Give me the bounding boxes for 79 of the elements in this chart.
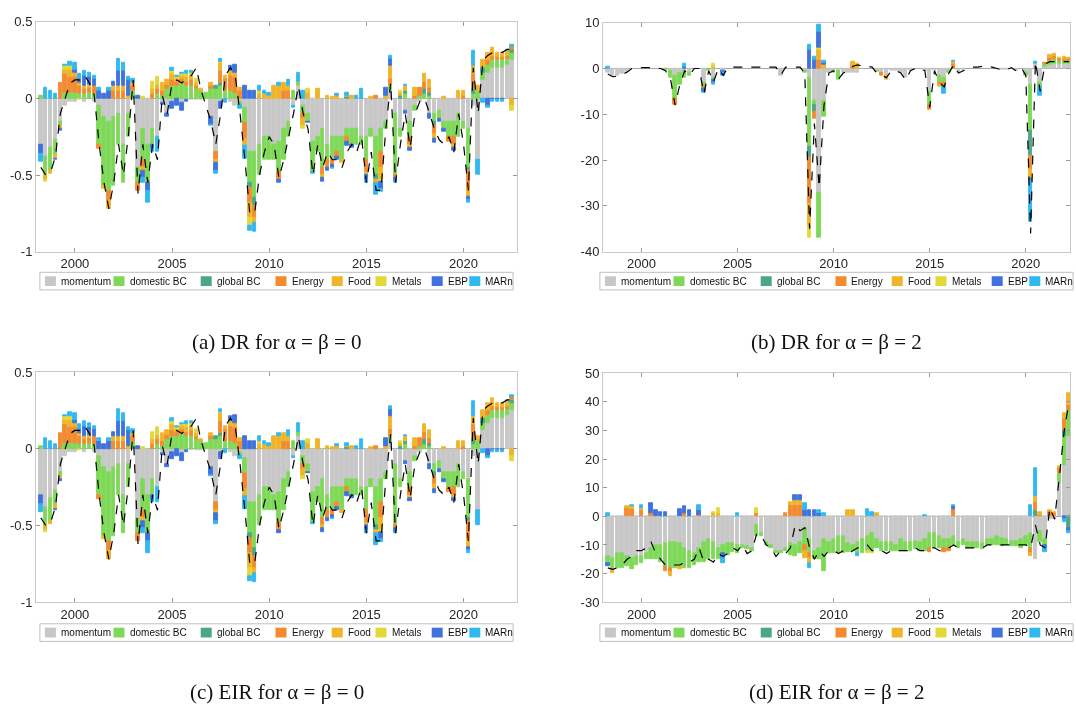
x-tick-label: 2005 (723, 256, 752, 272)
legend-label: Metals (952, 276, 982, 287)
y-tick-label: -30 (580, 594, 600, 610)
text: (b) DR for α = β = 2 (751, 330, 922, 354)
x-tick-label: 2010 (254, 256, 284, 272)
legend-label: Metals (392, 276, 422, 287)
legend-label: Energy (292, 627, 324, 638)
legend-label: global BC (777, 276, 821, 287)
legend-label: EBP (1008, 627, 1029, 638)
legend-label: Metals (392, 627, 422, 638)
y-tick-label: -0.5 (9, 167, 33, 183)
legend-label: MARn (1045, 627, 1073, 638)
legend-label: EBP (448, 276, 469, 287)
x-tick-label: 2020 (1011, 606, 1041, 622)
y-tick-label: 0.5 (14, 364, 33, 380)
x-tick-label: 2005 (723, 606, 752, 622)
y-tick-label: -40 (580, 244, 600, 260)
legend-label: Metals (952, 627, 982, 638)
y-tick-label: 10 (584, 480, 600, 496)
x-tick-label: 2005 (157, 256, 187, 272)
x-tick-label: 2015 (351, 606, 381, 622)
y-tick-label: -20 (580, 566, 600, 582)
y-tick-label: 0 (592, 61, 600, 77)
y-tick-label: 20 (584, 451, 600, 467)
legend-label: momentum (61, 627, 112, 638)
legend-label: domestic BC (130, 627, 187, 638)
y-tick-label: -30 (580, 198, 600, 214)
text: momentum (621, 276, 672, 287)
x-tick-label: 2005 (157, 606, 187, 622)
y-tick-label: -1 (20, 244, 33, 260)
x-tick-label: 2000 (626, 606, 656, 622)
legend-label: Food (908, 627, 931, 638)
y-tick-label: -10 (580, 106, 600, 122)
text: (d) EIR for α = β = 2 (749, 680, 925, 704)
legend-label: domestic BC (690, 627, 747, 638)
y-tick-label: 0 (25, 441, 33, 457)
legend-label: global BC (217, 627, 261, 638)
y-tick-label: 30 (584, 422, 600, 438)
legend-label: EBP (1008, 276, 1029, 287)
x-tick-label: 2020 (449, 606, 479, 622)
text: momentum (621, 627, 672, 638)
legend-label: MARn (485, 627, 513, 638)
x-tick-label: 2010 (819, 606, 849, 622)
y-tick-label: 50 (584, 365, 600, 381)
legend-label: global BC (777, 627, 821, 638)
y-tick-label: -10 (580, 537, 600, 553)
text: (c) EIR for α = β = 0 (190, 680, 365, 704)
y-tick-label: -20 (580, 152, 600, 168)
y-tick-label: 0.5 (14, 14, 33, 30)
x-tick-label: 2015 (915, 256, 945, 272)
x-tick-label: 2000 (626, 256, 656, 272)
y-tick-label: -1 (20, 594, 33, 610)
x-tick-label: 2010 (819, 256, 849, 272)
x-tick-label: 2000 (60, 606, 90, 622)
legend-label: momentum (61, 276, 112, 287)
x-tick-label: 2020 (449, 256, 479, 272)
x-tick-label: 2015 (915, 606, 945, 622)
legend-label: domestic BC (130, 276, 187, 287)
legend-label: domestic BC (690, 276, 747, 287)
legend-label: Food (908, 276, 931, 287)
legend-label: EBP (448, 627, 469, 638)
y-tick-label: 0 (25, 90, 33, 106)
text: (a) DR for α = β = 0 (192, 330, 362, 354)
legend-label: MARn (485, 276, 513, 287)
x-tick-label: 2020 (1011, 256, 1041, 272)
y-tick-label: -0.5 (9, 518, 33, 534)
x-tick-label: 2010 (254, 606, 284, 622)
x-tick-label: 2000 (60, 256, 90, 272)
legend-label: Food (348, 276, 371, 287)
legend-label: global BC (217, 276, 261, 287)
legend-label: Food (348, 627, 371, 638)
y-tick-label: 0 (592, 508, 600, 524)
y-tick-label: 10 (584, 15, 600, 31)
legend-label: Energy (851, 276, 883, 287)
x-tick-label: 2015 (351, 256, 381, 272)
y-tick-label: 40 (584, 394, 600, 410)
legend-label: Energy (851, 627, 883, 638)
legend-label: Energy (292, 276, 324, 287)
legend-label: MARn (1045, 276, 1073, 287)
